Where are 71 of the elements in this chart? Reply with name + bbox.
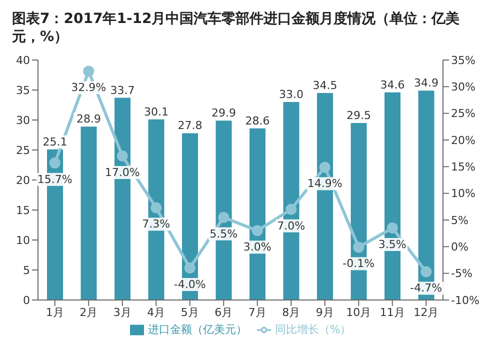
y-tick-label: 20 (16, 174, 30, 187)
data-label: 33.0 (279, 88, 304, 101)
data-label: 30.1 (144, 105, 168, 118)
point (184, 262, 196, 274)
y-tick-label: 10 (16, 234, 30, 247)
data-label: 28.9 (76, 112, 101, 126)
y2-tick-label: -10% (451, 294, 480, 307)
point (150, 202, 162, 214)
data-label: 34.6 (380, 78, 405, 92)
data-label: 7.0% (277, 219, 306, 232)
x-tick-label: 9月 (316, 306, 334, 319)
y2-tick-label: 0% (451, 240, 468, 254)
y2-tick-label: 35% (451, 54, 476, 67)
data-label: 29.9 (212, 106, 236, 120)
y2-tick-label: -5% (451, 267, 472, 280)
data-label: 3.0% (243, 240, 272, 254)
data-label: 14.9% (307, 177, 342, 190)
x-tick-label: 10月 (346, 306, 372, 319)
y-tick-label: 30 (16, 114, 30, 127)
point (49, 157, 60, 168)
data-label: 34.9 (414, 76, 438, 90)
y2-tick-label: 15% (451, 160, 476, 174)
data-label: 34.5 (312, 79, 338, 92)
y2-tick-label: 5% (451, 214, 468, 227)
y2-tick-label: 30% (451, 80, 476, 94)
y-tick-label: 15 (16, 204, 30, 217)
data-label: -4.7% (410, 282, 442, 295)
data-label: 29.5 (346, 109, 371, 122)
y2-tick-label: 25% (451, 107, 476, 120)
point (252, 225, 263, 236)
point (83, 66, 94, 77)
y-tick-label: 35 (16, 84, 30, 97)
data-label: 7.3% (142, 218, 170, 231)
data-label: 27.8 (178, 119, 202, 132)
point (420, 266, 432, 278)
point (286, 204, 297, 215)
legend-label: 同比增长（%） (274, 323, 352, 336)
y-tick-label: 25 (16, 144, 30, 157)
x-tick-label: 6月 (214, 306, 233, 319)
data-label: -0.1% (342, 257, 375, 270)
x-tick-label: 4月 (147, 306, 166, 319)
data-label: 3.5% (378, 238, 406, 251)
y-tick-label: 40 (16, 54, 30, 67)
bar (80, 126, 97, 300)
point (218, 212, 230, 223)
y-tick-label: 5 (23, 264, 30, 277)
x-tick-label: 5月 (180, 306, 199, 319)
x-tick-label: 2月 (80, 306, 98, 319)
point (353, 242, 364, 253)
x-tick-label: 3月 (113, 306, 132, 319)
y2-tick-label: 10% (451, 187, 476, 200)
data-label: 15.7% (37, 172, 72, 186)
data-label: 33.7 (110, 84, 135, 97)
data-label: 32.9% (71, 81, 106, 94)
data-label: -4.0% (174, 278, 206, 291)
data-label: 28.6 (245, 114, 270, 128)
data-label: 5.5% (210, 227, 238, 240)
legend-label: 进口金额（亿美元） (148, 323, 247, 336)
x-tick-label: 11月 (380, 306, 405, 319)
x-tick-label: 7月 (248, 306, 266, 319)
point (116, 150, 128, 162)
chart-title: 图表7：2017年1-12月中国汽车零部件进口金额月度情况（单位：亿美元，%） (11, 10, 461, 47)
point (319, 162, 330, 173)
data-label: 25.1 (42, 135, 68, 148)
x-tick-label: 1月 (46, 306, 64, 319)
y-tick-label: 0 (23, 294, 30, 307)
x-tick-label: 8月 (282, 306, 300, 319)
y2-tick-label: 20% (451, 134, 476, 147)
data-label: 17.0% (104, 166, 140, 179)
point (386, 222, 398, 234)
x-tick-label: 12月 (414, 306, 439, 319)
